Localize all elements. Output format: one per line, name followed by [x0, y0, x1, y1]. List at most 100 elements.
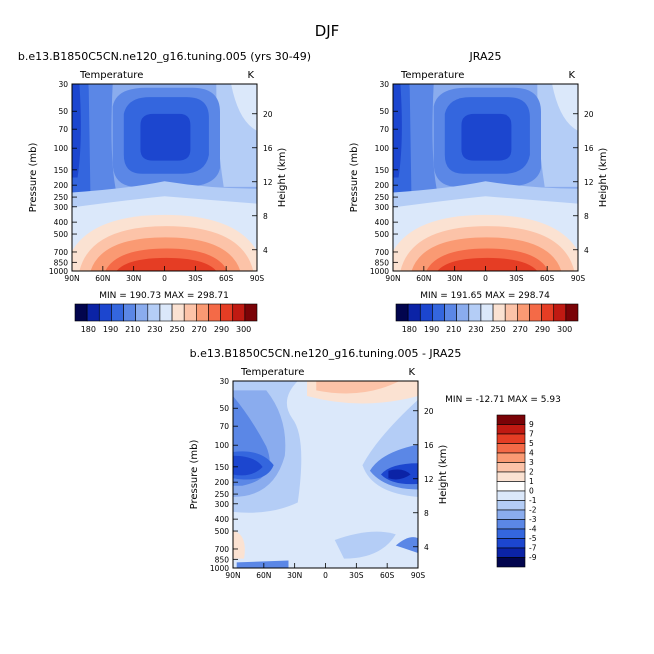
- y-tick-label: 1000: [370, 267, 389, 276]
- contour-band: [72, 84, 81, 178]
- colorbar-swatch: [496, 528, 526, 539]
- y-right-axis-label: Height (km): [598, 148, 609, 208]
- y-right-tick-label: 12: [263, 178, 273, 187]
- y-tick-label: 50: [58, 107, 68, 116]
- panel-title: b.e13.B1850C5CN.ne120_g16.tuning.005 (yr…: [18, 50, 311, 63]
- colorbar-label: 9: [529, 420, 534, 429]
- colorbar-label: 230: [147, 325, 162, 334]
- y-tick-label: 70: [58, 125, 68, 134]
- contour-band: [334, 531, 396, 559]
- y-tick-label: 850: [54, 258, 69, 267]
- y-tick-label: 250: [54, 193, 69, 202]
- y-right-tick-label: 8: [424, 509, 429, 518]
- colorbar-label: 210: [446, 325, 461, 334]
- panel-stats: MIN = 190.73 MAX = 298.71: [99, 291, 229, 301]
- colorbar-swatch: [553, 303, 567, 322]
- x-tick-label: 90N: [225, 571, 240, 580]
- colorbar-swatch: [496, 414, 526, 425]
- colorbar-swatch: [468, 303, 482, 322]
- colorbar-swatch: [496, 547, 526, 558]
- colorbar-swatch: [395, 303, 409, 322]
- plot-area: [233, 381, 418, 568]
- y-tick-label: 300: [54, 203, 69, 212]
- panel-right-label: K: [408, 367, 415, 378]
- y-tick-label: 300: [215, 500, 230, 509]
- colorbar-label: 3: [529, 458, 534, 467]
- colorbar-label: -3: [529, 515, 537, 524]
- y-tick-label: 100: [375, 144, 390, 153]
- panel-diff: b.e13.B1850C5CN.ne120_g16.tuning.005 - J…: [189, 347, 561, 580]
- y-right-axis-label: Height (km): [438, 445, 449, 505]
- colorbar-swatch: [529, 303, 542, 322]
- colorbar-swatch: [496, 443, 526, 454]
- y-tick-label: 500: [215, 527, 230, 536]
- y-tick-label: 30: [379, 80, 389, 89]
- x-tick-label: 60N: [95, 274, 110, 283]
- x-tick-label: 60S: [540, 274, 555, 283]
- colorbar-swatch: [496, 500, 526, 511]
- y-right-tick-label: 12: [424, 475, 434, 484]
- colorbar-swatch: [407, 303, 421, 322]
- panel-title: b.e13.B1850C5CN.ne120_g16.tuning.005 - J…: [190, 347, 462, 360]
- colorbar-label: 300: [557, 325, 572, 334]
- colorbar-swatch: [220, 303, 234, 322]
- colorbar-swatch: [496, 557, 526, 568]
- y-right-tick-label: 8: [584, 212, 589, 221]
- contour-band: [233, 530, 245, 559]
- y-tick-label: 500: [375, 230, 390, 239]
- colorbar-label: 2: [529, 468, 534, 477]
- panel-right-label: K: [568, 70, 575, 81]
- colorbar-label: -1: [529, 496, 537, 505]
- colorbar-label: -2: [529, 506, 537, 515]
- colorbar-label: 210: [125, 325, 140, 334]
- colorbar-swatch: [496, 471, 526, 482]
- colorbar-swatch: [171, 303, 185, 322]
- y-tick-label: 700: [375, 248, 390, 257]
- y-tick-label: 250: [215, 490, 230, 499]
- x-tick-label: 30S: [349, 571, 364, 580]
- x-tick-label: 90N: [64, 274, 79, 283]
- y-tick-label: 1000: [210, 564, 229, 573]
- y-right-tick-label: 4: [263, 246, 268, 255]
- x-tick-label: 30S: [509, 274, 524, 283]
- y-right-axis-label: Height (km): [277, 148, 288, 208]
- colorbar-label: 190: [424, 325, 439, 334]
- panel-left-label: Temperature: [400, 70, 464, 81]
- plot-area: [393, 84, 578, 271]
- y-tick-label: 100: [54, 144, 69, 153]
- x-tick-label: 0: [323, 571, 328, 580]
- x-tick-label: 30N: [447, 274, 462, 283]
- y-right-tick-label: 12: [584, 178, 594, 187]
- y-tick-label: 50: [219, 404, 229, 413]
- y-tick-label: 1000: [49, 267, 68, 276]
- colorbar-swatch: [456, 303, 470, 322]
- colorbar-label: 7: [529, 430, 534, 439]
- x-tick-label: 90S: [250, 274, 265, 283]
- colorbar-label: 250: [490, 325, 505, 334]
- colorbar-swatch: [496, 433, 526, 444]
- colorbar-swatch: [86, 303, 100, 322]
- colorbar-swatch: [496, 490, 526, 501]
- y-tick-label: 700: [215, 545, 230, 554]
- y-tick-label: 30: [58, 80, 68, 89]
- x-tick-label: 90S: [411, 571, 426, 580]
- contour-band: [316, 381, 400, 394]
- y-right-tick-label: 4: [584, 246, 589, 255]
- colorbar-label: 180: [81, 325, 96, 334]
- y-right-tick-label: 4: [424, 543, 429, 552]
- x-tick-label: 0: [483, 274, 488, 283]
- colorbar-swatch: [496, 509, 526, 520]
- colorbar-swatch: [541, 303, 555, 322]
- y-tick-label: 150: [54, 166, 69, 175]
- colorbar-label: -5: [529, 534, 537, 543]
- y-right-tick-label: 8: [263, 212, 268, 221]
- x-tick-label: 60S: [219, 274, 234, 283]
- colorbar-swatch: [419, 303, 433, 322]
- colorbar-label: 230: [468, 325, 483, 334]
- x-tick-label: 90S: [571, 274, 586, 283]
- y-tick-label: 850: [215, 555, 230, 564]
- contour-band: [88, 84, 117, 200]
- y-tick-label: 400: [54, 218, 69, 227]
- y-tick-label: 70: [379, 125, 389, 134]
